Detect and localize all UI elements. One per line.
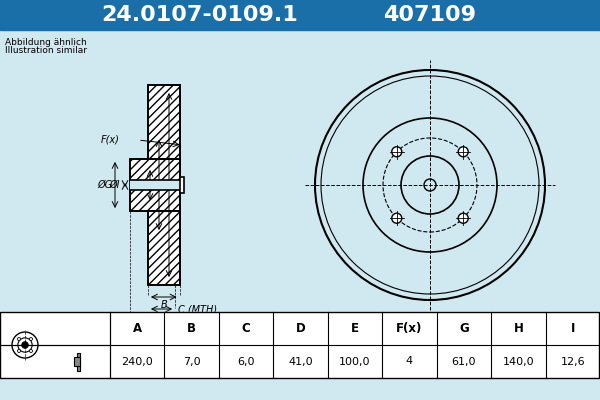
Text: 240,0: 240,0 bbox=[121, 356, 153, 366]
Text: D: D bbox=[296, 322, 305, 335]
Text: C: C bbox=[242, 322, 250, 335]
Bar bbox=[0, 312, 600, 378]
Text: 12,6: 12,6 bbox=[560, 356, 585, 366]
Circle shape bbox=[17, 350, 20, 352]
Text: B: B bbox=[160, 300, 167, 310]
Circle shape bbox=[29, 338, 32, 340]
Text: A: A bbox=[133, 322, 142, 335]
Text: G: G bbox=[459, 322, 469, 335]
Text: 24.0107-0109.1: 24.0107-0109.1 bbox=[101, 5, 298, 25]
Text: ØH: ØH bbox=[161, 180, 176, 190]
Text: 4: 4 bbox=[406, 356, 413, 366]
Circle shape bbox=[392, 213, 402, 223]
Circle shape bbox=[17, 338, 20, 340]
Text: F(x): F(x) bbox=[101, 135, 120, 145]
Circle shape bbox=[29, 350, 32, 352]
Text: 41,0: 41,0 bbox=[288, 356, 313, 366]
Bar bbox=[148, 211, 179, 285]
Text: H: H bbox=[514, 322, 523, 335]
Text: 407109: 407109 bbox=[383, 5, 476, 25]
Bar bbox=[148, 85, 179, 159]
Text: F(x): F(x) bbox=[396, 322, 422, 335]
Text: 61,0: 61,0 bbox=[452, 356, 476, 366]
Text: D: D bbox=[151, 322, 158, 332]
Bar bbox=[148, 85, 179, 285]
Text: Abbildung ähnlich: Abbildung ähnlich bbox=[5, 38, 87, 47]
Text: 140,0: 140,0 bbox=[503, 356, 534, 366]
Bar bbox=[130, 159, 179, 211]
Text: Illustration similar: Illustration similar bbox=[5, 46, 87, 55]
Text: C (MTH): C (MTH) bbox=[178, 304, 217, 314]
Text: 100,0: 100,0 bbox=[339, 356, 371, 366]
Bar bbox=[77, 352, 79, 370]
Text: ØA: ØA bbox=[171, 180, 185, 190]
Text: 7,0: 7,0 bbox=[183, 356, 200, 366]
Bar bbox=[130, 180, 189, 190]
Bar bbox=[179, 177, 184, 193]
Bar bbox=[74, 357, 79, 366]
Text: ØE: ØE bbox=[152, 180, 166, 190]
Text: B: B bbox=[187, 322, 196, 335]
Bar bbox=[0, 0, 600, 30]
Circle shape bbox=[458, 213, 468, 223]
Text: 6,0: 6,0 bbox=[238, 356, 255, 366]
Text: I: I bbox=[571, 322, 575, 335]
Circle shape bbox=[458, 147, 468, 157]
Bar bbox=[0, 312, 599, 378]
Circle shape bbox=[392, 147, 402, 157]
Bar bbox=[130, 159, 179, 180]
Text: E: E bbox=[351, 322, 359, 335]
Text: ØI: ØI bbox=[110, 180, 120, 190]
Text: ØG: ØG bbox=[97, 180, 112, 190]
Bar bbox=[130, 190, 179, 211]
Circle shape bbox=[22, 342, 28, 348]
